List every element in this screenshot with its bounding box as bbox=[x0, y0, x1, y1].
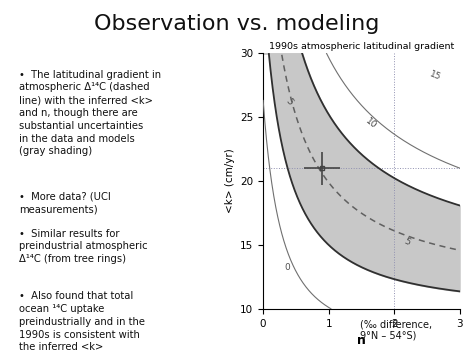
X-axis label: n: n bbox=[357, 334, 366, 347]
Text: •  Also found that total
ocean ¹⁴C uptake
preindustrially and in the
1990s is co: • Also found that total ocean ¹⁴C uptake… bbox=[19, 291, 145, 352]
Y-axis label: <k> (cm/yr): <k> (cm/yr) bbox=[225, 149, 235, 213]
Text: Observation vs. modeling: Observation vs. modeling bbox=[94, 14, 380, 34]
Text: 5: 5 bbox=[403, 237, 412, 248]
Text: •  More data? (UCI
measurements): • More data? (UCI measurements) bbox=[19, 192, 111, 214]
Text: •  Similar results for
preindustrial atmospheric
Δ¹⁴C (from tree rings): • Similar results for preindustrial atmo… bbox=[19, 229, 147, 264]
Text: 0: 0 bbox=[284, 263, 290, 272]
Text: •  The latitudinal gradient in
atmospheric Δ¹⁴C (dashed
line) with the inferred : • The latitudinal gradient in atmospheri… bbox=[19, 70, 161, 157]
Text: 10: 10 bbox=[364, 116, 379, 131]
Text: (‰ difference,
9°N – 54°S): (‰ difference, 9°N – 54°S) bbox=[360, 319, 432, 341]
Text: 5: 5 bbox=[284, 97, 295, 107]
Title: 1990s atmospheric latitudinal gradient: 1990s atmospheric latitudinal gradient bbox=[269, 42, 454, 51]
Text: 15: 15 bbox=[428, 70, 442, 83]
